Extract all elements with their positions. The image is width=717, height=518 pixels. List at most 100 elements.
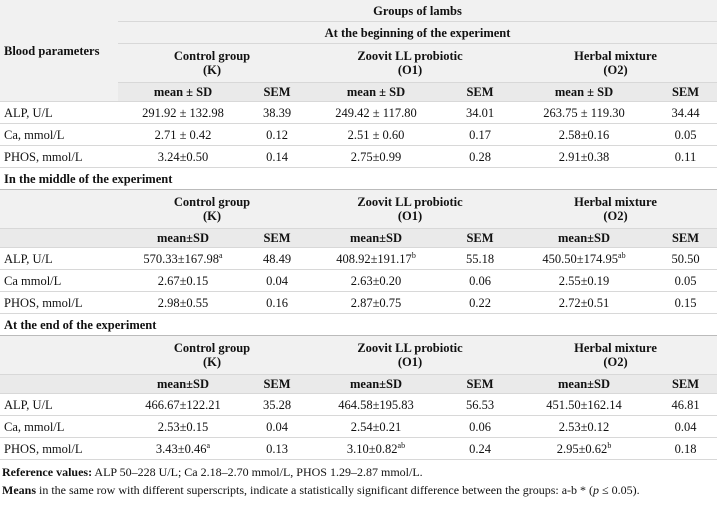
group-header-line: Zoovit LL probiotic: [357, 49, 463, 63]
group-header-line: Herbal mixture: [574, 341, 657, 355]
value-cell: 0.06: [446, 269, 514, 292]
group-header-line: (O2): [603, 63, 628, 77]
value-cell: 3.10±0.82ab: [306, 437, 446, 460]
table-row: Control group (K) Zoovit LL probiotic (O1) H…: [0, 335, 717, 375]
group-header: Control group (K): [118, 335, 306, 375]
section-title: At the beginning of the experiment: [118, 21, 717, 44]
value-cell: 0.18: [654, 437, 717, 460]
group-header: Herbal mixture (O2): [514, 43, 717, 83]
value-text: 2.95±0.62: [556, 441, 608, 456]
table-row: PHOS, mmol/L 2.98±0.55 0.16 2.87±0.75 0.22 2.…: [0, 291, 717, 314]
column-header: mean ± SD: [514, 82, 654, 102]
group-header: Herbal mixture (O2): [514, 335, 717, 375]
value-cell: 0.14: [248, 145, 306, 168]
value-cell: 466.67±122.21: [118, 393, 248, 416]
table-row: In the middle of the experiment: [0, 167, 717, 190]
significance-mark: b: [607, 440, 612, 450]
value-cell: 46.81: [654, 393, 717, 416]
group-header: Zoovit LL probiotic (O1): [306, 43, 514, 83]
table-row: Ca mmol/L 2.67±0.15 0.04 2.63±0.20 0.06 2.55±…: [0, 269, 717, 292]
value-cell: 48.49: [248, 247, 306, 270]
value-cell: 56.53: [446, 393, 514, 416]
footnotes: Reference values: ALP 50–228 U/L; Ca 2.1…: [0, 460, 717, 497]
parameter-name: ALP, U/L: [0, 101, 118, 124]
value-cell: 0.22: [446, 291, 514, 314]
group-header: Zoovit LL probiotic (O1): [306, 335, 514, 375]
significance-mark: a: [206, 440, 211, 450]
footnote: Reference values: ALP 50–228 U/L; Ca 2.1…: [2, 465, 715, 479]
value-cell: 0.15: [654, 291, 717, 314]
column-header: SEM: [446, 374, 514, 394]
column-header: SEM: [248, 374, 306, 394]
group-header-line: (K): [202, 355, 222, 369]
table-row: Blood parameters Groups of lambs: [0, 0, 717, 102]
table-row: PHOS, mmol/L 3.24±0.50 0.14 2.75±0.99 0.28 2.…: [0, 145, 717, 168]
table-row: ALP, U/L 291.92 ± 132.98 38.39 249.42 ± 117…: [0, 101, 717, 124]
table-row: At the end of the experiment: [0, 313, 717, 336]
value-cell: 0.12: [248, 123, 306, 146]
value-cell: 2.67±0.15: [118, 269, 248, 292]
value-cell: 2.58±0.16: [514, 123, 654, 146]
value-cell: 249.42 ± 117.80: [306, 101, 446, 124]
column-header: SEM: [446, 228, 514, 248]
significance-mark: ab: [618, 250, 626, 260]
group-header-line: (O1): [397, 355, 423, 369]
value-cell: 3.24±0.50: [118, 145, 248, 168]
group-header-line: Herbal mixture: [574, 195, 657, 209]
value-cell: 0.16: [248, 291, 306, 314]
significance-mark: ab: [397, 440, 406, 450]
value-cell: 570.33±167.98a: [118, 247, 248, 270]
table-row: mean±SD SEM mean±SD SEM mean±SD SEM: [0, 374, 717, 394]
group-header-line: Control group: [173, 195, 251, 209]
value-cell: 55.18: [446, 247, 514, 270]
column-header: SEM: [654, 228, 717, 248]
parameter-name: PHOS, mmol/L: [0, 437, 118, 460]
parameter-name: ALP, U/L: [0, 247, 118, 270]
group-header-line: Control group: [173, 49, 251, 63]
group-header-line: Control group: [173, 341, 251, 355]
value-cell: 34.44: [654, 101, 717, 124]
value-cell: 0.05: [654, 123, 717, 146]
value-cell: 3.43±0.46a: [118, 437, 248, 460]
parameter-name: PHOS, mmol/L: [0, 145, 118, 168]
empty-cell: [0, 335, 118, 375]
column-header: mean±SD: [514, 374, 654, 394]
value-cell: 263.75 ± 119.30: [514, 101, 654, 124]
value-text: 408.92±191.17: [336, 251, 412, 266]
group-header-line: Zoovit LL probiotic: [357, 341, 463, 355]
column-header: mean±SD: [514, 228, 654, 248]
value-cell: 408.92±191.17b: [306, 247, 446, 270]
significance-mark: b: [411, 250, 416, 260]
value-text: 450.50±174.95: [542, 251, 619, 266]
column-header: SEM: [654, 82, 717, 102]
column-header: SEM: [654, 374, 717, 394]
group-header-line: Herbal mixture: [574, 49, 657, 63]
footnote-text: Means: [2, 483, 36, 497]
value-cell: 2.71 ± 0.42: [118, 123, 248, 146]
value-text: 570.33±167.98: [143, 251, 220, 266]
value-cell: 50.50: [654, 247, 717, 270]
table-row: PHOS, mmol/L 3.43±0.46a 0.13 3.10±0.82ab 0.2…: [0, 437, 717, 460]
footnote-text: ALP 50–228 U/L; Ca 2.18–2.70 mmol/L, PHO…: [92, 465, 423, 479]
column-header: mean±SD: [306, 374, 446, 394]
column-header: SEM: [248, 82, 306, 102]
value-cell: 291.92 ± 132.98: [118, 101, 248, 124]
footnote-text: in the same row with different superscri…: [36, 483, 594, 497]
value-cell: 2.91±0.38: [514, 145, 654, 168]
value-cell: 34.01: [446, 101, 514, 124]
value-cell: 2.55±0.19: [514, 269, 654, 292]
value-cell: 0.05: [654, 269, 717, 292]
table-row: Ca, mmol/L 2.71 ± 0.42 0.12 2.51 ± 0.60 0.17…: [0, 123, 717, 146]
parameter-name: Ca, mmol/L: [0, 123, 118, 146]
parameter-name: Ca, mmol/L: [0, 415, 118, 438]
value-cell: 0.24: [446, 437, 514, 460]
footnote: Means in the same row with different sup…: [2, 483, 715, 497]
footnote-text: Reference values:: [2, 465, 93, 479]
group-header-line: Zoovit LL probiotic: [357, 195, 463, 209]
value-cell: 2.54±0.21: [306, 415, 446, 438]
group-header-line: (O1): [397, 209, 423, 223]
value-cell: 2.63±0.20: [306, 269, 446, 292]
value-cell: 0.28: [446, 145, 514, 168]
footnote-text: ≤ 0.05).: [599, 483, 640, 497]
